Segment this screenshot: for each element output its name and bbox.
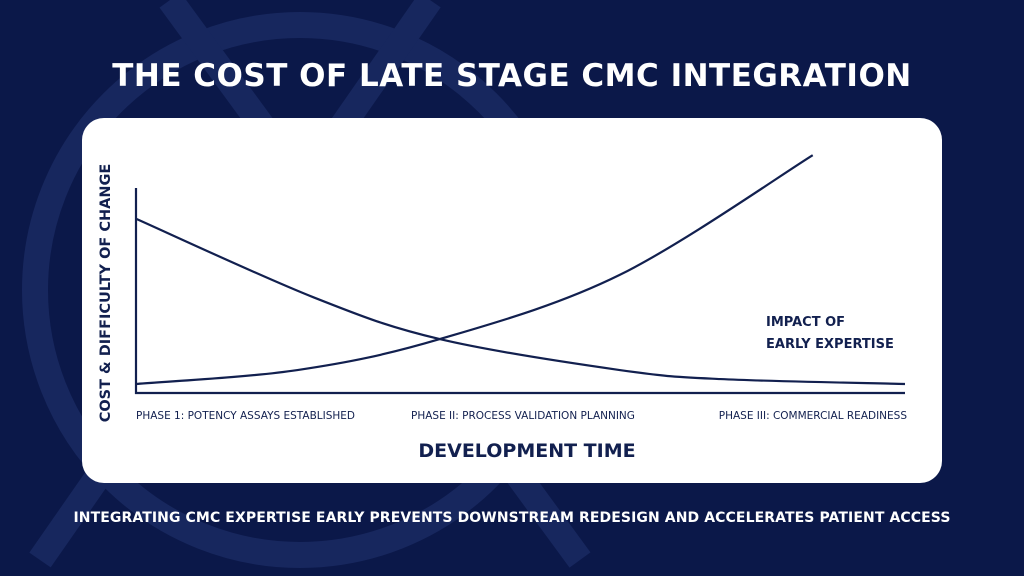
y-axis-label: COST & DIFFICULTY OF CHANGE <box>98 164 114 423</box>
x-tick-label: PHASE III: COMMERCIAL READINESS <box>719 410 908 422</box>
annotation-line: IMPACT OF <box>766 315 845 330</box>
footer-caption: INTEGRATING CMC EXPERTISE EARLY PREVENTS… <box>73 510 951 526</box>
series-line-cost-of-change <box>135 154 814 386</box>
series-line-early-expertise <box>135 217 906 386</box>
annotation-line: EARLY EXPERTISE <box>766 337 894 352</box>
x-axis-label: DEVELOPMENT TIME <box>418 440 635 462</box>
page-title: THE COST OF LATE STAGE CMC INTEGRATION <box>112 58 912 94</box>
x-tick-label: PHASE 1: POTENCY ASSAYS ESTABLISHED <box>136 410 355 422</box>
x-tick-label: PHASE II: PROCESS VALIDATION PLANNING <box>411 410 635 422</box>
chart-card: COST & DIFFICULTY OF CHANGE PHASE 1: POT… <box>82 118 942 483</box>
chart: COST & DIFFICULTY OF CHANGE PHASE 1: POT… <box>98 154 908 462</box>
